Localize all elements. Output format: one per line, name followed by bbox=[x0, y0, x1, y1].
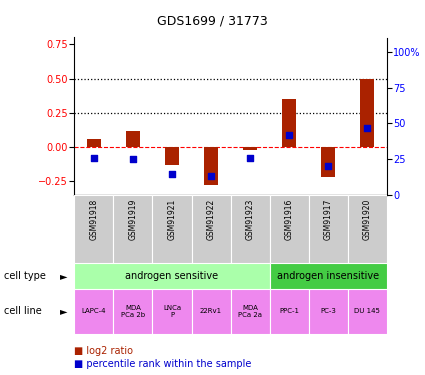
Bar bbox=[243, 147, 257, 150]
Bar bbox=[74, 195, 113, 262]
Bar bbox=[230, 195, 269, 262]
Text: PC-3: PC-3 bbox=[320, 308, 336, 314]
Bar bbox=[126, 130, 140, 147]
Bar bbox=[309, 289, 348, 334]
Bar bbox=[204, 147, 218, 185]
Bar bbox=[74, 289, 113, 334]
Text: DU 145: DU 145 bbox=[354, 308, 380, 314]
Text: androgen insensitive: androgen insensitive bbox=[277, 271, 379, 280]
Bar bbox=[192, 195, 230, 262]
Point bbox=[286, 132, 292, 138]
Text: GSM91921: GSM91921 bbox=[167, 198, 176, 240]
Text: GSM91923: GSM91923 bbox=[246, 198, 255, 240]
Text: GDS1699 / 31773: GDS1699 / 31773 bbox=[157, 15, 268, 28]
Text: ►: ► bbox=[60, 271, 68, 280]
Text: GSM91917: GSM91917 bbox=[324, 198, 333, 240]
Bar bbox=[165, 147, 179, 165]
Bar bbox=[230, 289, 269, 334]
Point bbox=[364, 125, 371, 131]
Text: GSM91919: GSM91919 bbox=[128, 198, 137, 240]
Bar bbox=[113, 195, 153, 262]
Bar bbox=[282, 99, 296, 147]
Text: ►: ► bbox=[60, 306, 68, 316]
Point bbox=[91, 155, 97, 161]
Bar bbox=[321, 147, 335, 177]
Text: ■ percentile rank within the sample: ■ percentile rank within the sample bbox=[74, 359, 252, 369]
Bar bbox=[74, 262, 269, 289]
Text: LAPC-4: LAPC-4 bbox=[82, 308, 106, 314]
Text: cell line: cell line bbox=[4, 306, 42, 316]
Point bbox=[246, 155, 253, 161]
Text: androgen sensitive: androgen sensitive bbox=[125, 271, 218, 280]
Text: PPC-1: PPC-1 bbox=[279, 308, 299, 314]
Bar bbox=[153, 195, 192, 262]
Text: MDA
PCa 2b: MDA PCa 2b bbox=[121, 305, 145, 318]
Point bbox=[130, 156, 136, 162]
Bar bbox=[153, 289, 192, 334]
Point bbox=[169, 171, 176, 177]
Point bbox=[208, 173, 215, 179]
Bar bbox=[269, 289, 309, 334]
Bar bbox=[269, 262, 387, 289]
Bar bbox=[192, 289, 230, 334]
Bar bbox=[348, 195, 387, 262]
Text: GSM91922: GSM91922 bbox=[207, 198, 215, 240]
Bar bbox=[309, 195, 348, 262]
Text: GSM91916: GSM91916 bbox=[285, 198, 294, 240]
Bar bbox=[360, 79, 374, 147]
Text: MDA
PCa 2a: MDA PCa 2a bbox=[238, 305, 262, 318]
Text: ■ log2 ratio: ■ log2 ratio bbox=[74, 346, 133, 355]
Text: GSM91918: GSM91918 bbox=[89, 198, 99, 240]
Text: LNCa
P: LNCa P bbox=[163, 305, 181, 318]
Bar bbox=[113, 289, 153, 334]
Text: 22Rv1: 22Rv1 bbox=[200, 308, 222, 314]
Bar bbox=[87, 139, 101, 147]
Text: GSM91920: GSM91920 bbox=[363, 198, 372, 240]
Bar bbox=[269, 195, 309, 262]
Text: cell type: cell type bbox=[4, 271, 46, 280]
Bar bbox=[348, 289, 387, 334]
Point bbox=[325, 164, 332, 170]
